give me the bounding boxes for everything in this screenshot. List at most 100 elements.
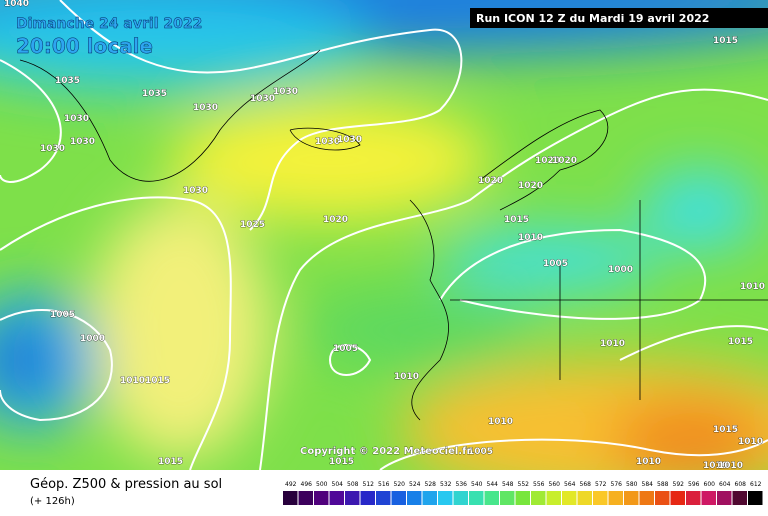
- isobar-label: 1015: [158, 457, 183, 467]
- scale-label: 548: [502, 481, 514, 488]
- isobar-label: 1010: [120, 376, 145, 386]
- scale-swatch: [345, 491, 360, 505]
- scale-swatch: [391, 491, 406, 505]
- isobar-label: 1030: [337, 135, 362, 145]
- forecast-time: 20:00 locale: [16, 34, 153, 58]
- isobar-label: 1030: [183, 186, 208, 196]
- scale-swatch: [407, 491, 422, 505]
- scale-swatch: [608, 491, 623, 505]
- scale-label: 512: [363, 481, 375, 488]
- scale-label: 596: [688, 481, 700, 488]
- copyright: Copyright © 2022 Meteociel.fr: [300, 446, 471, 457]
- isobar-label: 1020: [323, 215, 348, 225]
- scale-label: 520: [394, 481, 406, 488]
- isobar-label: 1010: [394, 372, 419, 382]
- forecast-date: Dimanche 24 avril 2022: [16, 16, 202, 32]
- isobar-label: 1010: [488, 417, 513, 427]
- isobar-label: 1020: [552, 156, 577, 166]
- isobar-label: 1010: [518, 233, 543, 243]
- isobar-label: 1035: [55, 76, 80, 86]
- scale-label: 604: [719, 481, 731, 488]
- scale-swatch: [748, 491, 763, 505]
- isobar-label: 1005: [543, 259, 568, 269]
- scale-label: 600: [704, 481, 716, 488]
- scale-swatch: [376, 491, 391, 505]
- scale-swatch: [329, 491, 344, 505]
- isobar-label: 1010: [703, 461, 728, 471]
- isobar-label: 1030: [250, 94, 275, 104]
- scale-label: 568: [580, 481, 592, 488]
- scale-swatch: [593, 491, 608, 505]
- isobar-label: 1030: [64, 114, 89, 124]
- scale-swatch: [500, 491, 515, 505]
- isobar-label: 1030: [70, 137, 95, 147]
- isobar-label: 1015: [728, 337, 753, 347]
- scale-swatch: [453, 491, 468, 505]
- scale-swatch: [283, 491, 298, 505]
- scale-label: 516: [378, 481, 390, 488]
- isobar-label: 1015: [713, 425, 738, 435]
- scale-swatch: [717, 491, 732, 505]
- scale-swatch: [515, 491, 530, 505]
- run-info: Run ICON 12 Z du Mardi 19 avril 2022: [476, 12, 709, 25]
- scale-swatch: [655, 491, 670, 505]
- isobar-label: 1030: [273, 87, 298, 97]
- scale-label: 588: [657, 481, 669, 488]
- isobar-label: 1025: [240, 220, 265, 230]
- isobar-label: 1015: [145, 376, 170, 386]
- isobar-label: 1015: [329, 457, 354, 467]
- isobar-label: 1015: [713, 36, 738, 46]
- scale-label: 608: [735, 481, 747, 488]
- isobar-label: 1020: [518, 181, 543, 191]
- isobar-label: 1020: [478, 176, 503, 186]
- scale-label: 572: [595, 481, 607, 488]
- scale-label: 560: [549, 481, 561, 488]
- scale-swatch: [639, 491, 654, 505]
- scale-swatch: [686, 491, 701, 505]
- scale-label: 532: [440, 481, 452, 488]
- legend-lead: (+ 126h): [30, 496, 75, 507]
- scale-label: 508: [347, 481, 359, 488]
- color-scale: 492 496 500 504 508 512 516 520 524 528 532 536 540 5…: [283, 481, 763, 505]
- isobar-labels: 1040103510351030103010301030103010301030…: [4, 0, 766, 471]
- scale-label: 540: [471, 481, 483, 488]
- isobar-label: 1030: [193, 103, 218, 113]
- isobar-label: 1010: [636, 457, 661, 467]
- isobar-label: 1000: [80, 334, 105, 344]
- isobar-label: 1005: [333, 344, 358, 354]
- scale-label: 552: [518, 481, 530, 488]
- scale-label: 556: [533, 481, 545, 488]
- scale-label: 592: [673, 481, 685, 488]
- scale-swatch: [360, 491, 375, 505]
- scale-swatch: [438, 491, 453, 505]
- scale-swatch: [701, 491, 716, 505]
- isobar-label: 1010: [600, 339, 625, 349]
- scale-label: 612: [750, 481, 762, 488]
- scale-swatch: [298, 491, 313, 505]
- scale-swatch: [670, 491, 685, 505]
- isobar-label: 1010: [740, 282, 765, 292]
- scale-label: 576: [611, 481, 623, 488]
- scale-swatch: [562, 491, 577, 505]
- legend-title: Géop. Z500 & pression au sol: [30, 477, 222, 492]
- scale-label: 524: [409, 481, 421, 488]
- scale-label: 492: [285, 481, 297, 488]
- scale-label: 496: [301, 481, 313, 488]
- scale-label: 536: [456, 481, 468, 488]
- scale-label: 564: [564, 481, 576, 488]
- scale-swatch: [469, 491, 484, 505]
- scale-label: 544: [487, 481, 499, 488]
- scale-swatch: [546, 491, 561, 505]
- scale-swatch: [422, 491, 437, 505]
- isobar-label: 1030: [315, 137, 340, 147]
- isobar-label: 1010: [738, 437, 763, 447]
- scale-label: 528: [425, 481, 437, 488]
- field: [0, 0, 768, 500]
- isobar-label: 1030: [40, 144, 65, 154]
- scale-label: 504: [332, 481, 344, 488]
- coastlines: [19, 49, 768, 421]
- isobar-label: 1005: [468, 447, 493, 457]
- scale-swatch: [577, 491, 592, 505]
- isobar-label: 1020: [535, 156, 560, 166]
